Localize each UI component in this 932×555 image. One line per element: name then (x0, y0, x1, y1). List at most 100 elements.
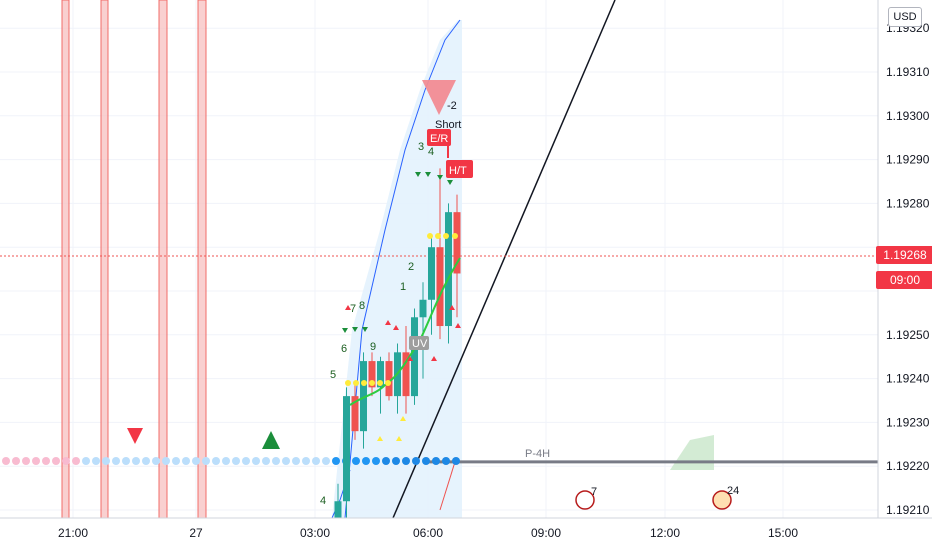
mini-up-arrow (431, 356, 437, 361)
regime-dot (12, 457, 20, 465)
regime-dot (102, 457, 110, 465)
er-label: E/R (430, 133, 448, 145)
regime-dot (352, 457, 360, 465)
mini-down-arrow (342, 328, 348, 333)
sequence-count-label: 3 (418, 141, 424, 153)
regime-dot (432, 457, 440, 465)
regime-dot (372, 457, 380, 465)
price-tick-label: 1.19290 (886, 153, 930, 167)
regime-dot (122, 457, 130, 465)
mini-down-arrow (415, 172, 421, 177)
regime-dot (252, 457, 260, 465)
time-tick-label: 27 (189, 526, 203, 540)
candle-body (453, 212, 461, 274)
regime-dot (452, 457, 460, 465)
regime-dot (192, 457, 200, 465)
time-tick-label: 21:00 (58, 526, 88, 540)
short-signal-triangle (422, 80, 456, 115)
candle-body (360, 361, 367, 432)
price-tick-label: 1.19220 (886, 459, 930, 473)
candle-body (385, 361, 393, 397)
regime-dot (202, 457, 210, 465)
band-upper-line (344, 19, 461, 519)
ht-tag (446, 160, 473, 178)
mini-up-arrow (393, 325, 399, 330)
mini-up-arrow (385, 320, 391, 325)
regime-dot (312, 457, 320, 465)
uv-label: UV (412, 338, 428, 350)
regime-dot (162, 457, 170, 465)
price-tick-label: 1.19210 (886, 503, 930, 517)
candle-body (419, 299, 427, 318)
signal-dot (361, 380, 367, 386)
sequence-count-label: 7 (350, 303, 356, 315)
uv-badge (409, 336, 429, 350)
regime-dot (382, 457, 390, 465)
regime-dot (182, 457, 190, 465)
signal-dot (385, 380, 391, 386)
regime-dot (422, 457, 430, 465)
price-tick-label: 1.19310 (886, 65, 930, 79)
time-tick-label: 09:00 (531, 526, 561, 540)
sequence-count-label: 6 (341, 343, 347, 355)
regime-dot (402, 457, 410, 465)
short-label: Short (435, 119, 461, 131)
signal-dot (427, 233, 433, 239)
mini-up-arrow (345, 305, 351, 310)
er-tag (427, 129, 451, 146)
regime-dot (222, 457, 230, 465)
session-highlight-bar (158, 0, 168, 519)
mini-up-arrow (407, 356, 413, 361)
sequence-count-label: -2 (447, 100, 457, 112)
signal-dot (435, 233, 441, 239)
last-price-label: 1.19268 (876, 246, 932, 264)
sequence-count-label: 8 (359, 300, 365, 312)
regime-dot (132, 457, 140, 465)
economic-event-icon (575, 490, 595, 510)
regime-dot (242, 457, 250, 465)
price-tick-label: 1.19280 (886, 196, 930, 210)
candle-body (445, 212, 452, 327)
candle-body (343, 396, 350, 502)
mini-down-arrow (425, 172, 431, 177)
regime-dot (142, 457, 150, 465)
event-count-label: 24 (727, 485, 739, 497)
sequence-count-label: 4 (428, 146, 434, 158)
regime-dot (2, 457, 10, 465)
regime-dot (262, 457, 270, 465)
regime-dot (392, 457, 400, 465)
buy-signal-triangle (262, 431, 280, 449)
mini-down-arrow (352, 327, 358, 332)
moving-average-line (349, 257, 461, 406)
mini-down-arrow (437, 175, 443, 180)
ht-label: H/T (449, 165, 467, 177)
signal-dot (353, 380, 359, 386)
candle-body (351, 396, 359, 432)
bar-countdown-label: 09:00 (876, 271, 932, 289)
candle-body (368, 361, 376, 388)
regime-dot (272, 457, 280, 465)
candle-body (334, 501, 342, 519)
sell-signal-triangle (127, 428, 143, 444)
regime-dot (232, 457, 240, 465)
candle-body (377, 361, 384, 388)
event-count-label: 7 (591, 486, 597, 498)
session-highlight-bar (197, 0, 207, 519)
regime-dot (442, 457, 450, 465)
price-tick-label: 1.19300 (886, 109, 930, 123)
price-tick-label: 1.19240 (886, 372, 930, 386)
signal-dot (443, 233, 449, 239)
mini-down-arrow (362, 327, 368, 332)
regime-dot (302, 457, 310, 465)
signal-dot (452, 233, 458, 239)
yellow-arrow (377, 436, 383, 441)
currency-button[interactable]: USD (888, 7, 922, 27)
trend-line (392, 0, 616, 519)
regime-dot (172, 457, 180, 465)
regime-dot (412, 457, 420, 465)
time-tick-label: 12:00 (650, 526, 680, 540)
candle-body (436, 247, 444, 327)
candle-body (402, 352, 410, 397)
